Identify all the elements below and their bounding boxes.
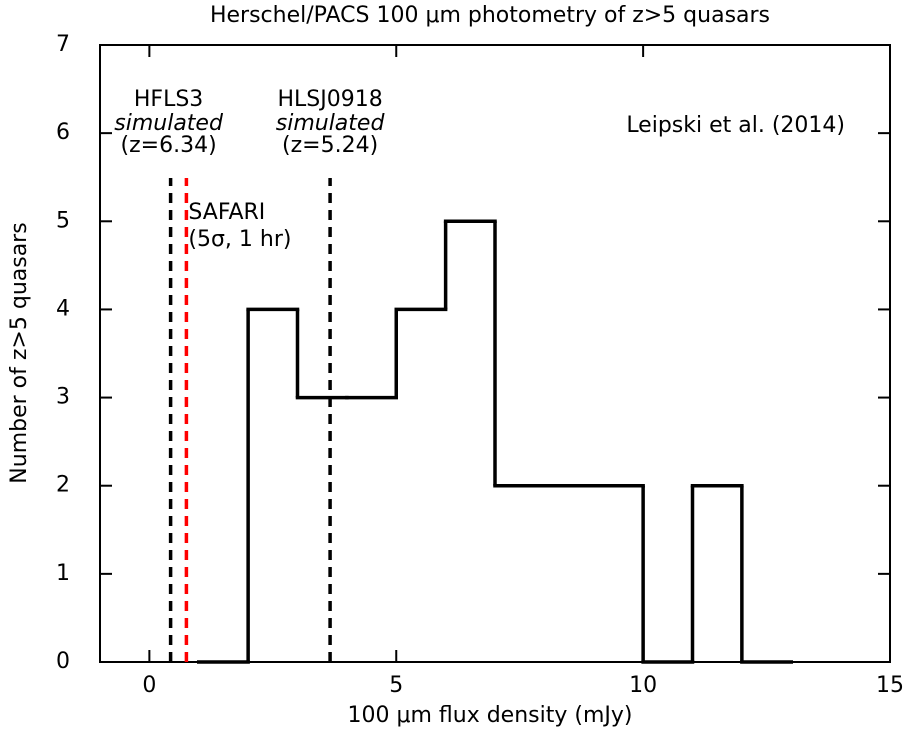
y-tick-label: 4 (56, 296, 70, 321)
y-tick-label: 0 (56, 649, 70, 674)
x-tick-label: 5 (389, 673, 403, 698)
marker-label: HFLS3 (134, 87, 203, 112)
y-tick-label: 3 (56, 385, 70, 410)
annotation: Leipski et al. (2014) (626, 113, 845, 138)
y-axis-label: Number of z>5 quasars (7, 222, 32, 483)
marker-label: HLSJ0918 (277, 87, 382, 112)
y-tick-label: 6 (56, 120, 70, 145)
plot-frame (99, 44, 891, 663)
y-tick-label: 1 (56, 561, 70, 586)
chart-title: Herschel/PACS 100 μm photometry of z>5 q… (210, 3, 770, 28)
x-tick-label: 0 (142, 673, 156, 698)
marker-label: (5σ, 1 hr) (188, 227, 291, 252)
y-tick-label: 2 (56, 473, 70, 498)
marker-label: simulated (276, 111, 386, 136)
x-tick-label: 15 (876, 673, 904, 698)
marker-label: simulated (114, 111, 224, 136)
x-axis-label: 100 μm flux density (mJy) (348, 703, 633, 728)
marker-label: (z=6.34) (121, 133, 217, 158)
y-tick-label: 5 (56, 208, 70, 233)
y-tick-label: 7 (56, 32, 70, 57)
x-tick-label: 10 (629, 673, 657, 698)
marker-label: (z=5.24) (282, 133, 378, 158)
marker-label: SAFARI (188, 200, 265, 225)
